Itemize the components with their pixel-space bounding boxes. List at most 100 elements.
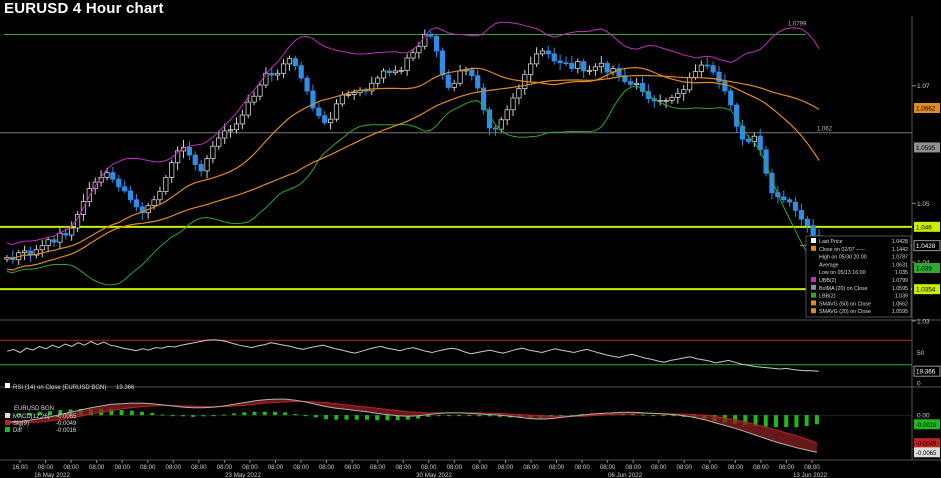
- candle-body: [504, 109, 510, 121]
- candle-body: [675, 92, 681, 98]
- macd-sig-fill: [9, 399, 817, 453]
- diff-bar: [661, 415, 666, 417]
- diff-bar: [303, 415, 308, 417]
- macd-legend-swatch: [5, 413, 10, 418]
- legend-value: 1.0662: [892, 301, 908, 307]
- x-tick-label: 08:00: [677, 464, 693, 471]
- x-date-label: 23 May 2022: [225, 472, 261, 478]
- diff-bar: [763, 415, 768, 427]
- diff-bar: [753, 415, 758, 426]
- candle-body: [781, 196, 787, 201]
- diff-bar: [385, 415, 390, 421]
- legend-value: 1.0631: [892, 262, 908, 268]
- legend-value: 1.0799: [892, 278, 908, 284]
- diff-bar: [27, 412, 32, 416]
- x-tick-label: 08:00: [140, 464, 156, 471]
- diff-bar: [221, 414, 226, 416]
- macd-legend-swatch: [5, 427, 10, 432]
- x-tick-label: 08:00: [268, 464, 284, 471]
- candle-body: [363, 89, 369, 92]
- x-date-label: 30 May 2022: [416, 472, 452, 478]
- candle-body: [110, 172, 116, 180]
- candle-body: [510, 97, 516, 111]
- x-tick-label: 08:00: [293, 464, 309, 471]
- diff-bar: [814, 415, 819, 425]
- candle-body: [322, 115, 328, 124]
- price-tag: [914, 284, 940, 295]
- diff-bar: [405, 415, 410, 420]
- y-tick-label: 1.07: [917, 83, 930, 90]
- x-date-label: 16 May 2022: [34, 472, 70, 478]
- price-tag: [914, 142, 940, 153]
- legend-label: High on 05/30 20:00: [819, 255, 867, 261]
- diff-bar: [150, 412, 155, 416]
- candle-body: [175, 150, 181, 164]
- candle-body: [751, 135, 757, 142]
- diff-bar: [804, 415, 809, 426]
- candle-body: [298, 65, 304, 79]
- candle-body: [439, 50, 446, 76]
- candle-body: [257, 84, 263, 97]
- candle-body: [433, 35, 440, 52]
- diff-bar: [283, 412, 288, 416]
- candle-body: [186, 147, 192, 156]
- candle-body: [263, 72, 269, 86]
- candle-body: [451, 82, 457, 88]
- candle-body: [275, 72, 281, 76]
- diff-bar: [58, 410, 63, 416]
- candle-body: [592, 66, 599, 71]
- legend-value: 1.0428: [892, 239, 908, 245]
- candle-body: [239, 114, 245, 125]
- candle-body: [445, 74, 451, 88]
- price-tag: [913, 240, 941, 252]
- diff-bar: [37, 411, 42, 416]
- candle-body: [498, 119, 504, 130]
- candle-body: [210, 145, 216, 159]
- legend-value: 1.1442: [892, 247, 908, 253]
- candle-body: [245, 101, 251, 116]
- diff-bar: [477, 415, 482, 417]
- diff-bar: [232, 413, 237, 416]
- x-tick-label: 08:00: [217, 464, 233, 471]
- candle-body: [380, 70, 387, 79]
- x-tick-label: 08:00: [753, 464, 769, 471]
- candle-body: [280, 63, 287, 74]
- diff-bar: [436, 415, 441, 417]
- rsi-panel: 50 0 19.366 RSI (14) on Close (EURUSD BGN) 1…: [0, 339, 941, 391]
- macd-tag: [914, 419, 940, 430]
- candle-body: [422, 34, 428, 47]
- candle-body: [581, 61, 587, 72]
- candle-body: [698, 64, 704, 72]
- legend-label: BolMA (20) on Close: [819, 286, 868, 292]
- candle-body: [428, 34, 434, 37]
- diff-bar: [211, 415, 216, 417]
- legend-value: 1.0787: [892, 255, 908, 261]
- rsi-tag: [913, 365, 941, 377]
- price-tag-label: 1.0662: [916, 106, 936, 113]
- diff-bar: [334, 415, 339, 420]
- legend-label: SMAVG (20) on Close: [819, 309, 871, 315]
- candle-body: [686, 77, 693, 91]
- sig-line: [9, 400, 818, 444]
- candle-body: [763, 149, 769, 174]
- x-tick-label: 08:00: [421, 464, 437, 471]
- x-tick-label: 08:00: [472, 464, 488, 471]
- diff-bar: [354, 415, 359, 420]
- candle-body: [745, 138, 752, 142]
- macd-legend-label: Sig(9): [13, 421, 29, 427]
- price-tag-label: 1.0354: [916, 287, 936, 294]
- candle-body: [328, 118, 334, 124]
- candle-body: [133, 199, 140, 208]
- macd-tag: [914, 438, 940, 449]
- plot-label: 1.0799: [788, 21, 807, 27]
- candle-body: [516, 88, 522, 99]
- lbb-line: [6, 85, 820, 286]
- candle-body: [151, 199, 157, 207]
- candle-body: [375, 77, 381, 84]
- candle-body: [533, 53, 540, 65]
- diff-bar: [180, 415, 185, 417]
- diff-bar: [773, 415, 778, 428]
- candle-body: [716, 71, 722, 82]
- macd-legend-label: MACD(12,26): [13, 414, 50, 420]
- candle-body: [286, 58, 293, 65]
